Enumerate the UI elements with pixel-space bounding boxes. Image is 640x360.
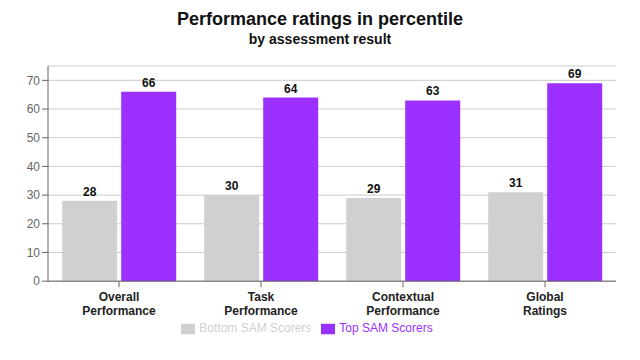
svg-text:30: 30 (225, 179, 239, 193)
svg-text:40: 40 (27, 160, 41, 174)
svg-text:ContextualPerformance: ContextualPerformance (366, 290, 440, 318)
svg-text:20: 20 (27, 217, 41, 231)
svg-text:10: 10 (27, 246, 41, 260)
html-text:Bottom SAM Scorers: Bottom SAM Scorers (199, 321, 312, 336)
svg-text:60: 60 (27, 102, 41, 116)
svg-text:69: 69 (568, 67, 582, 81)
svg-text:64: 64 (284, 82, 298, 96)
svg-text:63: 63 (426, 84, 440, 98)
svg-text:GlobalRatings: GlobalRatings (523, 290, 567, 318)
svg-text:70: 70 (27, 74, 41, 88)
svg-text:66: 66 (142, 76, 156, 90)
html-text:Top SAM Scorers: Top SAM Scorers (339, 321, 433, 336)
html-text:by assessment result: by assessment result (248, 31, 392, 47)
svg-text:29: 29 (367, 182, 381, 196)
svg-text:OverallPerformance: OverallPerformance (82, 290, 156, 318)
svg-text:0: 0 (33, 274, 40, 288)
svg-text:31: 31 (509, 176, 523, 190)
svg-text:28: 28 (83, 185, 97, 199)
svg-text:TaskPerformance: TaskPerformance (224, 290, 298, 318)
html-text:Performance ratings in percent: Performance ratings in percentile (177, 9, 463, 29)
svg-text:30: 30 (27, 188, 41, 202)
svg-text:50: 50 (27, 131, 41, 145)
